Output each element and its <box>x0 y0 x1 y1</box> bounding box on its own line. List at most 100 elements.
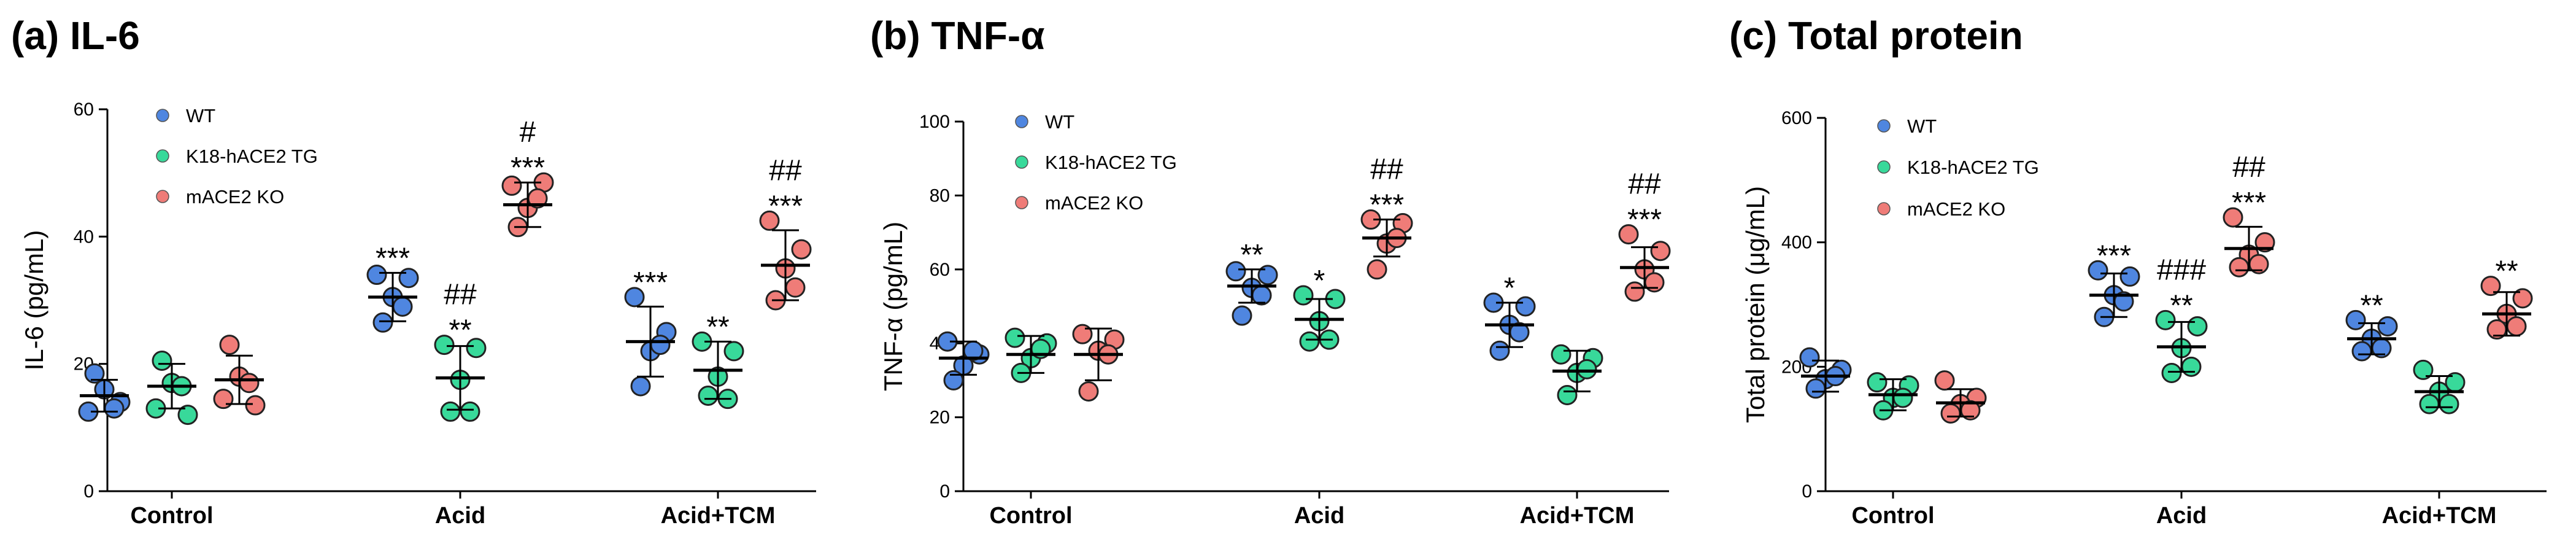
group-acid-tcm-k18-hace2-tg: ** <box>692 311 744 410</box>
y-axis-label: Total protein (μg/mL) <box>1741 186 1770 423</box>
data-point <box>245 395 266 416</box>
significance-hash: ## <box>1370 153 1403 186</box>
legend-marker-wt <box>1015 115 1028 128</box>
x-category-label-control: Control <box>1851 503 1934 529</box>
chart-panel-1: (b) TNF-α020406080100TNF-α (pg/mL)Contro… <box>870 14 1671 529</box>
significance-stars: *** <box>633 266 668 299</box>
data-point <box>366 265 387 286</box>
y-tick-label: 60 <box>930 260 950 280</box>
data-point <box>152 350 172 371</box>
significance-stars: ** <box>2170 289 2192 322</box>
data-point <box>1551 344 1571 365</box>
y-tick-label: 0 <box>83 481 94 502</box>
legend-marker-k18-hace2-tg <box>1877 160 1891 174</box>
data-point <box>1225 261 1246 282</box>
data-point <box>698 386 719 406</box>
data-point <box>2254 232 2275 253</box>
group-acid-tcm-wt: *** <box>624 266 677 397</box>
group-control-mace2-ko <box>1934 370 1987 424</box>
panel-title: (c) Total protein <box>1729 14 2023 58</box>
data-point <box>1005 327 1025 348</box>
data-point <box>2351 341 2372 362</box>
y-tick-label: 0 <box>1802 481 1812 502</box>
data-point <box>2088 260 2108 281</box>
group-acid-k18-hace2-tg: * <box>1293 265 1346 352</box>
significance-stars: ** <box>1240 239 1263 271</box>
data-point <box>723 341 744 362</box>
group-control-wt <box>937 331 990 391</box>
legend-label-mace2-ko: mACE2 KO <box>1045 192 1143 214</box>
data-point <box>2512 288 2533 309</box>
data-point <box>1934 370 1955 391</box>
legend-marker-mace2-ko <box>156 190 169 203</box>
group-acid-tcm-k18-hace2-tg <box>2413 359 2466 414</box>
data-point <box>1489 340 1510 361</box>
x-category-label-acid-tcm: Acid+TCM <box>661 503 776 529</box>
significance-stars: ** <box>2360 289 2383 322</box>
group-acid-mace2-ko: ***## <box>2223 151 2275 278</box>
legend-label-k18-hace2-tg: K18-hACE2 TG <box>1045 152 1177 173</box>
legend-marker-wt <box>1877 119 1891 133</box>
y-tick-label: 60 <box>74 99 94 120</box>
data-point <box>1078 381 1099 402</box>
data-point <box>650 335 671 356</box>
group-acid-tcm-mace2-ko: ** <box>2480 255 2533 340</box>
significance-hash: ## <box>1628 168 1661 201</box>
y-tick-label: 400 <box>1781 233 1812 253</box>
legend-marker-k18-hace2-tg <box>1015 155 1028 169</box>
data-point <box>2506 316 2527 336</box>
significance-stars: * <box>1314 265 1325 297</box>
legend-label-wt: WT <box>1045 111 1074 133</box>
legend-marker-k18-hace2-tg <box>156 149 169 163</box>
legend-label-wt: WT <box>186 105 215 126</box>
significance-hash: ## <box>2232 151 2266 184</box>
data-point <box>791 239 812 260</box>
data-point <box>239 373 260 394</box>
group-control-wt <box>78 363 131 422</box>
significance-stars: *** <box>2097 239 2131 272</box>
data-point <box>1805 378 1826 399</box>
data-point <box>2345 309 2366 330</box>
significance-hash: ## <box>444 279 477 311</box>
legend-label-wt: WT <box>1907 115 1937 137</box>
data-point <box>2413 359 2434 380</box>
group-acid-wt: ** <box>1225 239 1278 326</box>
data-point <box>1940 403 1961 424</box>
data-point <box>2119 266 2140 287</box>
significance-hash: ### <box>2157 254 2206 286</box>
data-point <box>392 296 413 317</box>
data-point <box>1251 285 1272 306</box>
significance-stars: ** <box>2495 255 2518 288</box>
legend-label-mace2-ko: mACE2 KO <box>186 186 284 208</box>
panel-title: (a) IL-6 <box>11 14 140 58</box>
data-point <box>501 175 522 196</box>
data-point <box>943 370 964 391</box>
data-point <box>460 401 480 422</box>
data-point <box>1624 281 1645 302</box>
group-control-k18-hace2-tg <box>145 350 198 425</box>
data-point <box>624 287 645 308</box>
group-acid-wt: *** <box>2088 239 2140 327</box>
data-point <box>104 398 125 419</box>
data-point <box>1557 384 1578 405</box>
x-category-label-acid: Acid <box>1294 503 1344 529</box>
data-point <box>213 389 234 410</box>
x-category-label-acid-tcm: Acid+TCM <box>2382 503 2497 529</box>
significance-stars: *** <box>511 152 545 184</box>
group-acid-mace2-ko: ***## <box>1360 153 1413 280</box>
data-point <box>1257 265 1278 286</box>
legend-label-k18-hace2-tg: K18-hACE2 TG <box>1907 157 2039 178</box>
data-point <box>2439 394 2459 414</box>
data-point <box>1799 347 1820 368</box>
group-acid-tcm-mace2-ko: ***## <box>759 154 812 311</box>
x-category-label-acid-tcm: Acid+TCM <box>1520 503 1635 529</box>
significance-hash: ## <box>769 154 802 187</box>
data-point <box>1576 359 1597 379</box>
data-point <box>1232 305 1252 326</box>
group-control-k18-hace2-tg <box>1867 372 1919 421</box>
legend-marker-wt <box>156 109 169 122</box>
data-point <box>759 210 780 231</box>
